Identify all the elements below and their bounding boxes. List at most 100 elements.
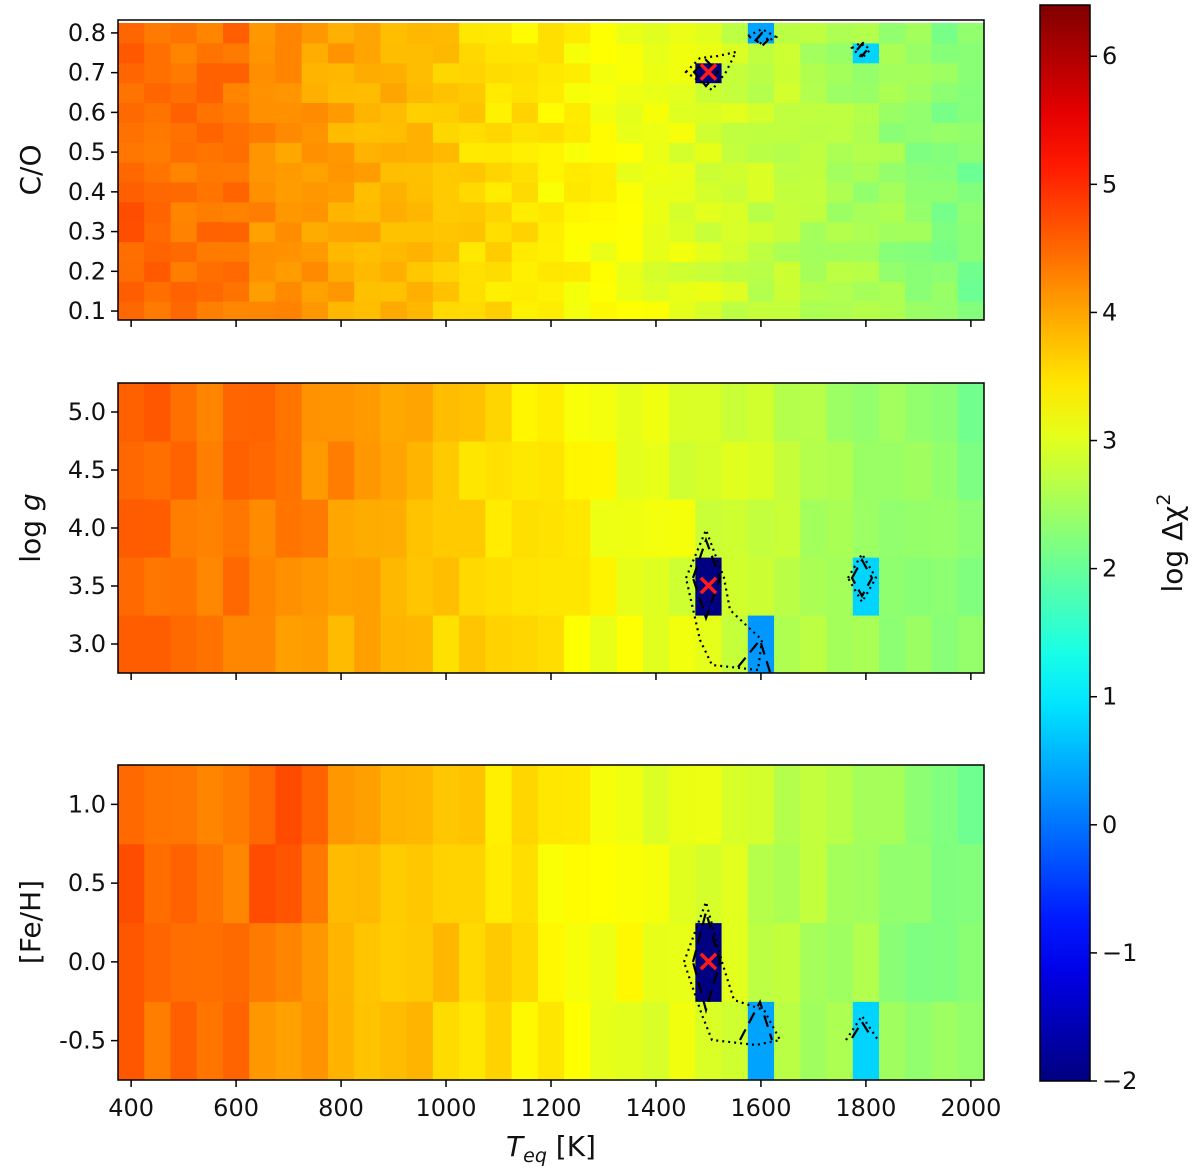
heatmap-cell bbox=[327, 1001, 355, 1080]
heatmap-cell bbox=[616, 62, 644, 84]
heatmap-cell bbox=[774, 261, 801, 282]
heatmap-cell bbox=[511, 281, 539, 302]
heatmap-cell bbox=[537, 499, 565, 558]
heatmap-cell bbox=[957, 843, 984, 924]
heatmap-cell bbox=[354, 181, 382, 203]
colorbar: −2 −1 0 1 2 3 4 5 6 log Δχ2 bbox=[1039, 4, 1189, 1095]
heatmap-cell bbox=[196, 102, 224, 123]
heatmap-cell bbox=[537, 281, 565, 302]
heatmap-cell bbox=[957, 557, 984, 616]
heatmap-cell bbox=[170, 241, 198, 262]
heatmap-cell bbox=[616, 615, 644, 673]
heatmap-cell bbox=[747, 557, 775, 616]
heatmap-cell bbox=[747, 441, 775, 500]
heatmap-cell bbox=[511, 843, 539, 924]
yticks-logg: 3.0 3.5 4.0 4.5 5.0 bbox=[68, 398, 118, 658]
heatmap-cell bbox=[564, 22, 591, 44]
heatmap-cell bbox=[642, 1001, 670, 1080]
heatmap-cell bbox=[564, 181, 591, 203]
heatmap-cell bbox=[354, 499, 382, 558]
heatmap-cell bbox=[879, 557, 906, 616]
heatmap-cell bbox=[905, 42, 933, 64]
heatmap-cell bbox=[249, 301, 277, 320]
heatmap-cell bbox=[879, 102, 906, 123]
heatmap-cell bbox=[931, 221, 959, 243]
heatmap-cell bbox=[774, 441, 801, 500]
heatmap-cell bbox=[616, 281, 644, 302]
heatmap-cell bbox=[800, 122, 828, 143]
heatmap-cell bbox=[747, 843, 775, 924]
heatmap-cell bbox=[432, 82, 460, 104]
heatmap-cell bbox=[590, 142, 618, 163]
heatmap-cell bbox=[695, 102, 723, 123]
heatmap-cell bbox=[590, 922, 618, 1002]
heatmap-cell bbox=[564, 122, 591, 143]
heatmap-cell bbox=[459, 102, 486, 123]
heatmap-cell bbox=[327, 42, 355, 64]
heatmap-cell bbox=[275, 181, 303, 203]
heatmap-cell bbox=[852, 922, 880, 1002]
heatmap-cell bbox=[537, 162, 565, 183]
heatmap-cell bbox=[354, 142, 382, 163]
heatmap-cell bbox=[511, 441, 539, 500]
heatmap-cell bbox=[642, 181, 670, 203]
heatmap-cell bbox=[669, 102, 696, 123]
heatmap-cell bbox=[301, 181, 329, 203]
heatmap-cell bbox=[537, 383, 565, 442]
xticks-feh: 400 600 800 1000 1200 1400 1600 1800 2000 bbox=[108, 1080, 1001, 1122]
heatmap-cell bbox=[485, 22, 513, 44]
heatmap-cell bbox=[800, 82, 828, 104]
heatmap-cell bbox=[170, 62, 198, 84]
heatmap-cell bbox=[222, 22, 250, 44]
heatmap-cell bbox=[852, 765, 880, 845]
heatmap-cell bbox=[957, 301, 984, 320]
heatmap-cell bbox=[222, 221, 250, 243]
heatmap-cell bbox=[354, 102, 382, 123]
heatmap-cell bbox=[695, 181, 723, 203]
heatmap-cell bbox=[695, 241, 723, 262]
heatmap-cell bbox=[800, 922, 828, 1002]
heatmap-cell bbox=[590, 261, 618, 282]
heatmap-cell bbox=[275, 301, 303, 320]
heatmap-cell bbox=[485, 201, 513, 223]
heatmap-cell bbox=[879, 765, 906, 845]
heatmap-cell bbox=[432, 1001, 460, 1080]
heatmap-cell bbox=[800, 1001, 828, 1080]
xticks-logg bbox=[130, 673, 972, 680]
heatmap-cell bbox=[564, 1001, 591, 1080]
heatmap-cell bbox=[616, 765, 644, 845]
ylabel-feh: [Fe/H] bbox=[14, 880, 47, 964]
heatmap-cell bbox=[170, 102, 198, 123]
heatmap-cell bbox=[537, 221, 565, 243]
heatmap-cell bbox=[721, 82, 749, 104]
heatmap-cell bbox=[432, 765, 460, 845]
heatmap-cell bbox=[511, 765, 539, 845]
heatmap-cell bbox=[774, 122, 801, 143]
heatmap-cell bbox=[196, 221, 224, 243]
heatmap-cell bbox=[170, 142, 198, 163]
heatmap-cell bbox=[642, 383, 670, 442]
heatmap-cell bbox=[695, 82, 723, 104]
heatmap-cell bbox=[852, 383, 880, 442]
x-tick-label: 400 bbox=[108, 1094, 154, 1122]
heatmap-cell bbox=[144, 1001, 172, 1080]
heatmap-cell bbox=[852, 499, 880, 558]
heatmap-cell bbox=[826, 102, 854, 123]
y-tick-label: 0.8 bbox=[68, 19, 106, 47]
heatmap-cell bbox=[459, 201, 486, 223]
heatmap-cell bbox=[511, 42, 539, 64]
heatmap-cell bbox=[669, 843, 696, 924]
heatmap-cell bbox=[616, 102, 644, 123]
heatmap-cell bbox=[905, 441, 933, 500]
heatmap-cell bbox=[459, 615, 486, 673]
heatmap-cell bbox=[800, 102, 828, 123]
heatmap-cell bbox=[118, 42, 145, 64]
heatmap-cell bbox=[642, 765, 670, 845]
heatmap-cell bbox=[118, 162, 145, 183]
heatmap-cell bbox=[695, 281, 723, 302]
heatmap-cell bbox=[590, 241, 618, 262]
heatmap-cell bbox=[301, 922, 329, 1002]
heatmap-cell bbox=[196, 82, 224, 104]
heatmap-cell bbox=[852, 122, 880, 143]
